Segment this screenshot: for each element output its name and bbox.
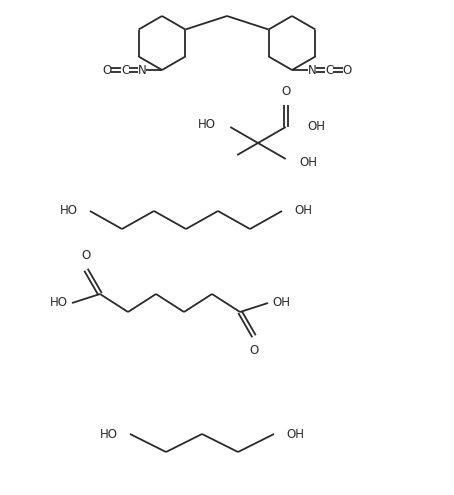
Text: HO: HO <box>198 118 216 132</box>
Text: OH: OH <box>294 204 312 217</box>
Text: O: O <box>102 63 112 77</box>
Text: OH: OH <box>272 297 290 309</box>
Text: O: O <box>81 249 91 262</box>
Text: O: O <box>342 63 352 77</box>
Text: C: C <box>325 63 333 77</box>
Text: OH: OH <box>308 120 326 134</box>
Text: N: N <box>138 63 146 77</box>
Text: HO: HO <box>60 204 78 217</box>
Text: O: O <box>249 344 259 357</box>
Text: OH: OH <box>300 156 318 169</box>
Text: N: N <box>308 63 316 77</box>
Text: OH: OH <box>286 428 304 441</box>
Text: HO: HO <box>100 428 118 441</box>
Text: HO: HO <box>50 297 68 309</box>
Text: C: C <box>121 63 129 77</box>
Text: O: O <box>281 85 291 98</box>
